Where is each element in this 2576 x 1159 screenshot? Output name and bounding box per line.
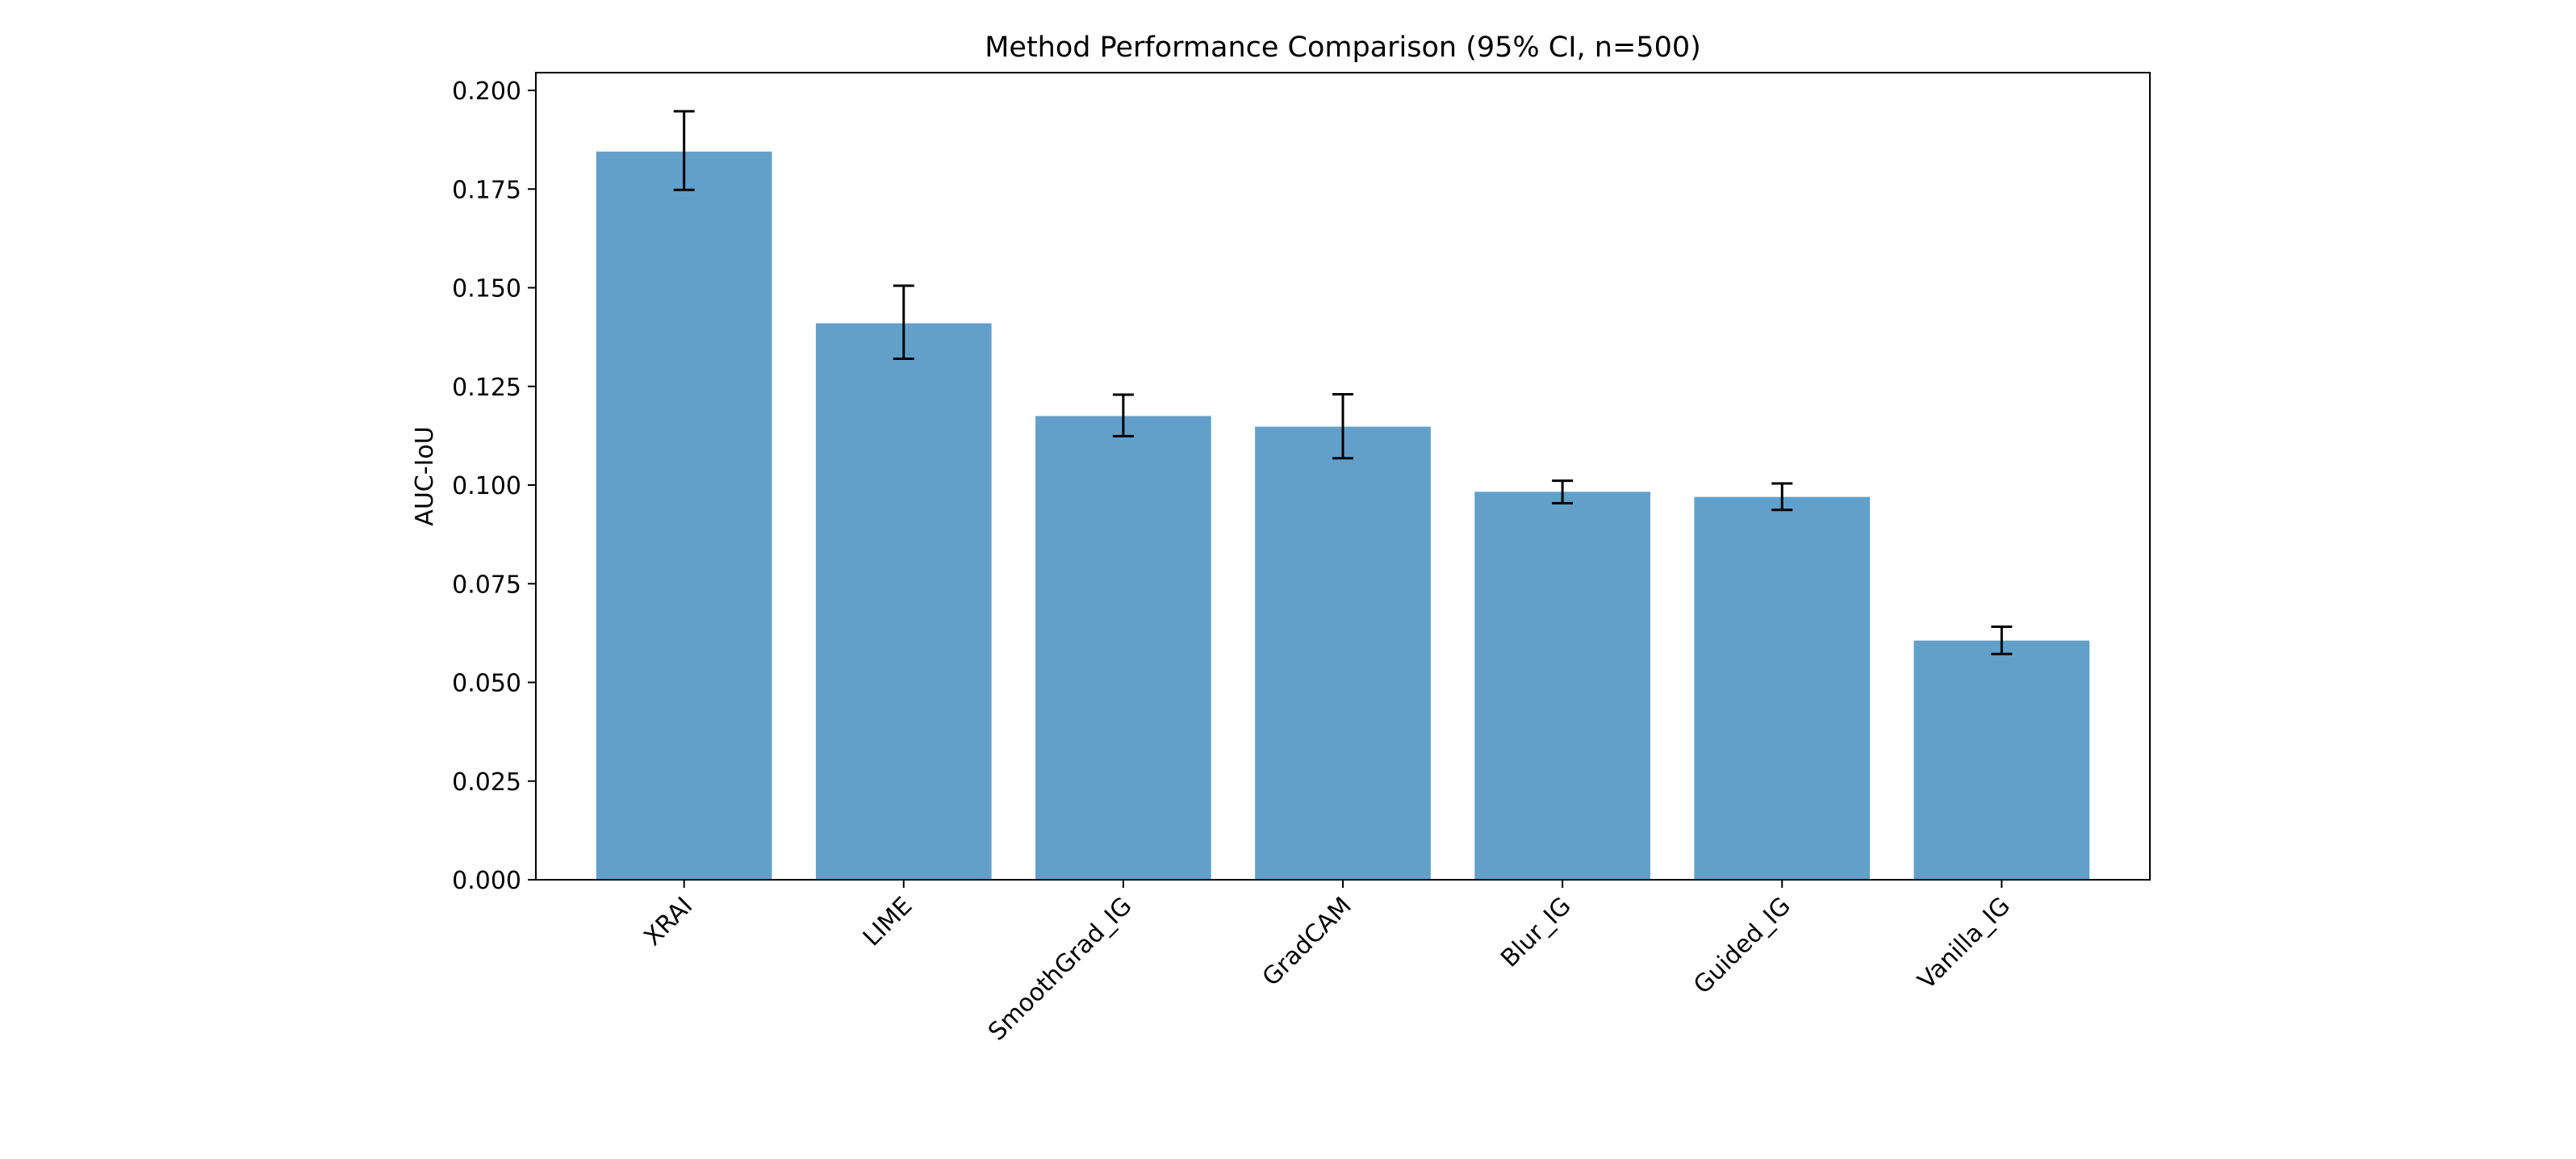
y-axis-ticks: 0.000 0.025 0.050 0.075 0.100 0.125 0.150 0.175… — [452, 77, 536, 895]
bar-LIME — [815, 323, 992, 881]
y-tick-label: 0.050 — [452, 670, 521, 698]
y-tick-label: 0.150 — [452, 275, 521, 303]
chart-title: Method Performance Comparison (95% CI, n… — [985, 31, 1701, 64]
x-tick-label: SmoothGrad_IG — [983, 892, 1138, 1047]
bar-XRAI — [596, 151, 772, 881]
x-tick-label: Blur_IG — [1495, 892, 1577, 973]
x-axis-ticks: XRAI LIME SmoothGrad_IG GradCAM Blur_IG Guide… — [638, 880, 2016, 1046]
x-tick-label: Guided_IG — [1688, 892, 1796, 1000]
y-axis-label: AUC-IoU — [411, 426, 439, 525]
error-bar-LIME — [893, 284, 914, 361]
y-tick-label: 0.075 — [452, 571, 521, 599]
error-bars — [673, 110, 2013, 655]
bar-Guided_IG — [1694, 496, 1871, 880]
x-tick-label: XRAI — [638, 892, 698, 952]
y-tick-label: 0.000 — [452, 867, 521, 895]
y-tick-label: 0.100 — [452, 472, 521, 500]
y-tick-label: 0.025 — [452, 768, 521, 797]
x-tick-label: Vanilla_IG — [1913, 892, 2016, 995]
x-tick-label: GradCAM — [1257, 892, 1357, 992]
bar-SmoothGrad_IG — [1035, 416, 1211, 880]
x-tick-label: LIME — [858, 892, 918, 952]
error-bar-Guided_IG — [1771, 482, 1793, 512]
error-bar-Blur_IG — [1552, 479, 1574, 504]
error-bar-SmoothGrad_IG — [1112, 393, 1134, 437]
y-tick-label: 0.200 — [452, 77, 521, 106]
bar-Vanilla_IG — [1913, 640, 2090, 880]
bars — [596, 151, 2090, 881]
bar-Blur_IG — [1474, 492, 1650, 880]
error-bar-GradCAM — [1332, 393, 1353, 460]
error-bar-XRAI — [673, 110, 695, 191]
error-bar-Vanilla_IG — [1991, 626, 2013, 655]
y-tick-label: 0.125 — [452, 374, 521, 402]
bar-GradCAM — [1255, 426, 1431, 880]
y-tick-label: 0.175 — [452, 176, 521, 204]
